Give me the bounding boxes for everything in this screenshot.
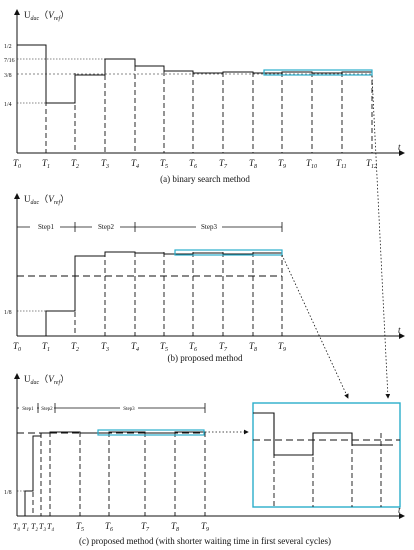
svg-text:T11: T11 [336, 158, 347, 170]
svg-text:T1: T1 [22, 522, 29, 533]
svg-text:T4: T4 [47, 522, 54, 533]
panel-c-time-gridlines [24, 432, 206, 516]
svg-text:T3: T3 [101, 158, 109, 170]
svg-text:T5: T5 [160, 341, 168, 353]
panel-b-step3-label: Step3 [201, 223, 217, 231]
svg-text:T3: T3 [101, 341, 109, 353]
svg-text:T9: T9 [278, 158, 286, 170]
panel-b-step2-bg [92, 222, 120, 231]
arrow-from-panel-b [281, 254, 349, 399]
panel-c-step3-label: Step3 [123, 407, 135, 412]
zoom-connector-arrows [205, 75, 391, 435]
panel-c-step1-label: Step1 [22, 407, 34, 412]
svg-text:T5: T5 [160, 158, 168, 170]
svg-text:T0: T0 [13, 341, 21, 353]
svg-text:T7: T7 [141, 521, 150, 533]
panel-b-step3-bg [196, 222, 222, 231]
panel-c-highlight-box [97, 429, 205, 436]
panel-b-highlight-box [174, 249, 283, 256]
panel-c-waveform [17, 431, 205, 517]
panel-a-x-axis-title: t [398, 142, 401, 152]
svg-text:T9: T9 [201, 521, 209, 533]
panel-a-caption: (a) binary search method [160, 174, 250, 184]
panel-a-time-gridlines [45, 45, 373, 153]
svg-text:T8: T8 [171, 521, 179, 533]
zoom-inset-waveform [253, 412, 393, 456]
panel-a-highlight-box [263, 69, 373, 76]
panel-c: Udac（Vref） t 1/8 Step1 Step2 Step3 [4, 373, 405, 546]
svg-text:T3: T3 [39, 522, 46, 533]
panel-c-caption: (c) proposed method (with shorter waitin… [79, 536, 331, 546]
svg-text:T9: T9 [278, 341, 286, 353]
zoom-inset [252, 402, 401, 508]
svg-text:T2: T2 [31, 522, 38, 533]
panel-b-step-brackets [17, 222, 283, 232]
svg-text:T1: T1 [42, 341, 50, 353]
svg-text:T1: T1 [42, 158, 50, 170]
svg-text:T4: T4 [131, 341, 139, 353]
panel-b-time-labels: T0 T1 T2 T3 T4 T5 T6 T7 T8 T9 [13, 341, 286, 353]
panel-c-ytick-1-8: 1/8 [4, 490, 12, 496]
panel-b: Udac（Vref） t 1/8 Step1 Step2 Step3 [4, 193, 405, 363]
panel-a-ytick-1-2: 1/2 [4, 44, 12, 50]
svg-text:T6: T6 [189, 158, 197, 170]
svg-text:T6: T6 [105, 521, 113, 533]
panel-c-x-axis-title: t [398, 505, 401, 515]
panel-a-ytick-3-8: 3/8 [4, 73, 12, 79]
svg-text:T0: T0 [13, 522, 20, 533]
panel-a-y-axis-title: Udac（Vref） [24, 10, 69, 22]
panel-b-step1-label: Step1 [38, 223, 54, 231]
panel-b-y-axis-title: Udac（Vref） [24, 194, 69, 206]
panel-b-time-gridlines [45, 252, 283, 336]
svg-text:T5: T5 [76, 521, 84, 533]
svg-text:T2: T2 [71, 158, 79, 170]
svg-text:T8: T8 [249, 341, 257, 353]
panel-a-waveform [17, 44, 372, 104]
panel-a: Udac（Vref） t 1/2 7/16 3/8 1/4 [4, 9, 405, 184]
panel-b-step1-bg [30, 222, 60, 231]
panel-b-ytick-1-8: 1/8 [4, 310, 12, 316]
panel-c-step2-label: Step2 [41, 407, 53, 412]
panel-a-ytick-1-4: 1/4 [4, 102, 12, 108]
svg-text:T0: T0 [13, 158, 21, 170]
panel-c-step3-bg [120, 404, 138, 412]
panel-b-caption: (b) proposed method [168, 353, 243, 363]
panel-b-waveform [17, 251, 282, 337]
svg-text:T6: T6 [189, 341, 197, 353]
svg-text:T10: T10 [306, 158, 317, 170]
panel-a-ytick-7-16: 7/16 [4, 58, 15, 64]
panel-c-step1-bg [19, 404, 37, 412]
svg-text:T12: T12 [366, 158, 377, 170]
panel-a-time-labels: T0 T1 T2 T3 T4 T5 T6 T7 T8 T9 T10 T11 T1… [13, 158, 377, 170]
svg-text:T7: T7 [219, 158, 228, 170]
svg-text:T7: T7 [219, 341, 228, 353]
arrow-from-panel-a [371, 75, 391, 399]
svg-text:T4: T4 [131, 158, 139, 170]
svg-text:T2: T2 [71, 341, 79, 353]
panel-c-y-axis-title: Udac（Vref） [24, 374, 69, 386]
panel-c-time-labels: T0 T1 T2 T3 T4 T5 T6 T7 T8 T9 [13, 521, 209, 533]
svg-text:T8: T8 [249, 158, 257, 170]
panel-b-step2-label: Step2 [98, 223, 114, 231]
panel-b-x-axis-title: t [398, 325, 401, 335]
panel-c-step2-bg [39, 404, 54, 412]
